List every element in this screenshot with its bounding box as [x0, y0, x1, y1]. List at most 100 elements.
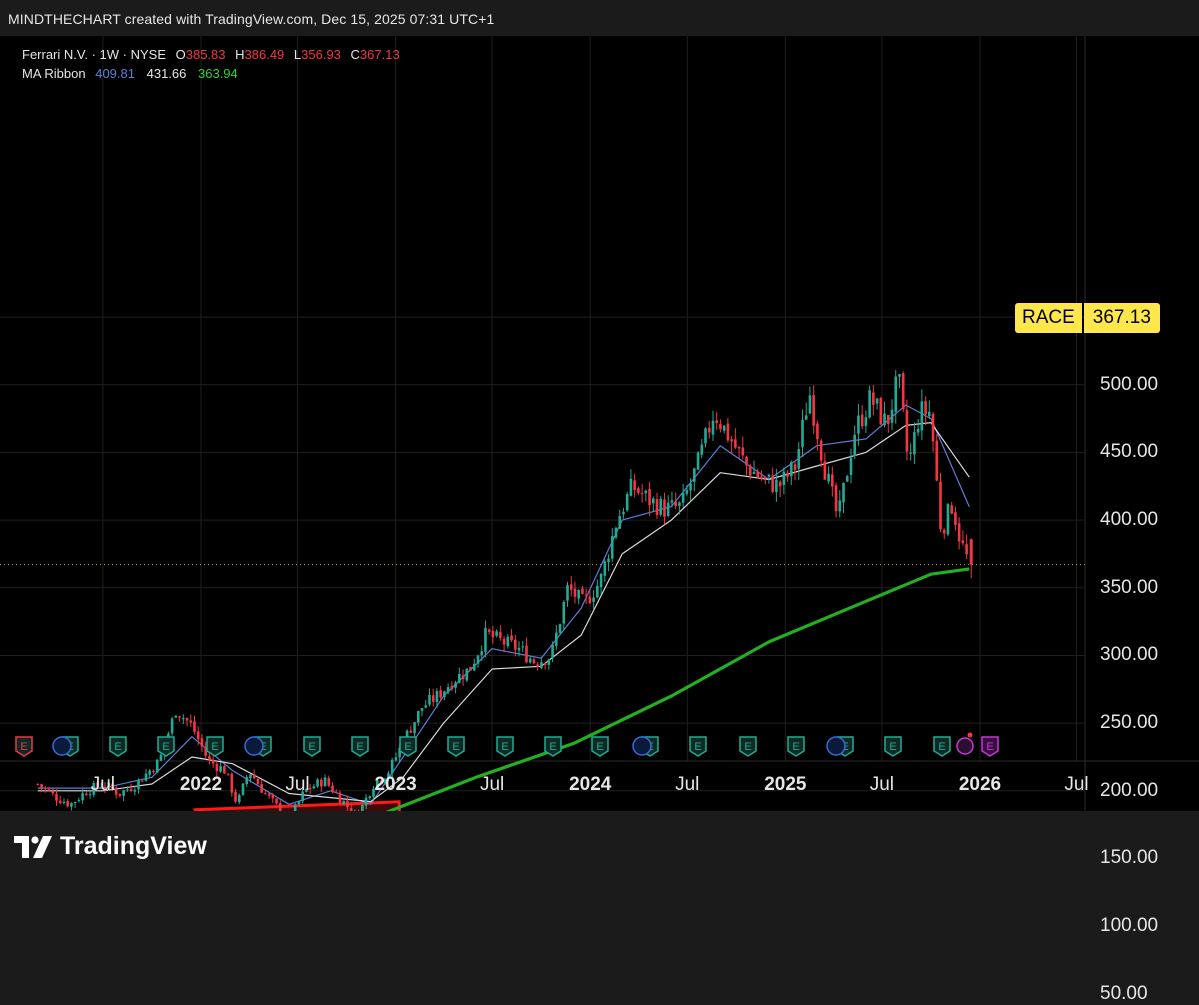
- candle-body: [219, 766, 222, 772]
- earnings-event-icon[interactable]: E: [981, 736, 999, 757]
- candle-body: [890, 409, 894, 423]
- candle-body: [409, 730, 413, 733]
- last-candle-body: [969, 539, 973, 565]
- candle-body: [36, 783, 40, 785]
- earnings-event-icon[interactable]: E: [591, 736, 609, 757]
- earnings-event-icon[interactable]: E: [303, 736, 321, 757]
- svg-text:E: E: [114, 741, 121, 753]
- candle-body: [491, 631, 495, 638]
- earnings-event-icon[interactable]: E: [787, 736, 805, 757]
- earnings-event-icon[interactable]: E: [206, 736, 224, 757]
- svg-text:E: E: [501, 741, 508, 753]
- candle-body: [786, 472, 789, 477]
- earnings-event-icon[interactable]: E: [544, 736, 562, 757]
- candle-body: [689, 483, 692, 491]
- candle-body: [368, 796, 372, 799]
- candle-body: [838, 500, 842, 512]
- x-tick-label: Jul: [479, 774, 505, 795]
- candle-body: [85, 793, 88, 796]
- candle-body: [797, 449, 801, 469]
- candle-body: [398, 747, 401, 758]
- candle-body: [361, 804, 364, 811]
- candle-body: [860, 414, 864, 427]
- candle-body: [521, 646, 525, 648]
- candle-body: [920, 401, 924, 431]
- candle-body: [252, 774, 256, 779]
- candle-body: [454, 682, 457, 688]
- ma-ribbon-label[interactable]: MA Ribbon: [22, 66, 86, 81]
- price-tag-value: 367.13: [1083, 303, 1160, 333]
- candle-body: [96, 782, 99, 787]
- candle-body: [898, 374, 901, 377]
- candle-body: [159, 754, 163, 761]
- chart-panel[interactable]: EEEEEEEEEEEEEEEEEEEEE Ferrari N.V. · 1W …: [0, 36, 1199, 1004]
- candle-body: [241, 783, 245, 795]
- ma-mid-value: 431.66: [146, 66, 187, 81]
- low-value: 356.93: [301, 47, 341, 62]
- candle-body: [745, 456, 748, 466]
- earnings-event-icon[interactable]: E: [447, 736, 465, 757]
- x-tick-label: Jul: [285, 774, 310, 795]
- candle-body: [495, 631, 498, 636]
- earnings-event-icon[interactable]: E: [933, 736, 951, 757]
- ma-ribbon-legend: MA Ribbon 409.81 431.66 363.94: [22, 66, 238, 81]
- candle-body: [760, 476, 763, 479]
- candle-body: [174, 715, 178, 718]
- earnings-event-icon[interactable]: E: [15, 736, 33, 757]
- svg-text:E: E: [596, 741, 603, 753]
- y-tick-label: 250.00: [1100, 712, 1159, 734]
- candle-body: [133, 789, 137, 792]
- earnings-event-icon[interactable]: E: [351, 736, 369, 757]
- candle-body: [122, 790, 125, 796]
- candle-body: [693, 468, 696, 482]
- x-tick-label: 2023: [374, 774, 417, 795]
- y-tick-label: 100.00: [1100, 915, 1159, 937]
- notification-dot: [967, 732, 973, 738]
- candle-body: [346, 800, 349, 808]
- candle-body: [812, 395, 815, 426]
- y-tick-label: 450.00: [1100, 441, 1159, 463]
- candle-body: [170, 718, 174, 734]
- candle-body: [864, 417, 868, 426]
- candle-body: [338, 792, 342, 804]
- candle-body: [581, 588, 584, 594]
- candle-body: [629, 478, 633, 496]
- symbol-legend: Ferrari N.V. · 1W · NYSE O385.83 H386.49…: [22, 47, 400, 62]
- candle-body: [305, 788, 308, 792]
- candle-body: [603, 561, 607, 576]
- tradingview-logo[interactable]: TradingView: [14, 832, 207, 861]
- candle-body: [674, 501, 677, 507]
- earnings-event-icon[interactable]: E: [884, 736, 902, 757]
- x-tick-label: 2026: [958, 774, 1002, 795]
- earnings-event-icon[interactable]: E: [399, 736, 417, 757]
- earnings-event-icon[interactable]: E: [689, 736, 707, 757]
- symbol-title[interactable]: Ferrari N.V. · 1W · NYSE: [22, 47, 166, 62]
- candle-body: [193, 721, 196, 732]
- svg-text:E: E: [986, 741, 993, 753]
- x-tick-label: Jul: [90, 774, 116, 795]
- price-chart[interactable]: EEEEEEEEEEEEEEEEEEEEE: [0, 36, 1199, 811]
- candle-body: [446, 687, 450, 693]
- candle-body: [819, 440, 823, 461]
- candle-body: [349, 808, 353, 811]
- candle-body: [450, 685, 454, 690]
- earnings-event-icon[interactable]: E: [739, 736, 757, 757]
- earnings-event-icon[interactable]: E: [157, 736, 175, 757]
- candle-body: [748, 466, 752, 476]
- open-key: O: [175, 47, 186, 62]
- candle-body: [271, 794, 275, 799]
- candle-body: [77, 800, 81, 802]
- earnings-event-icon[interactable]: E: [109, 736, 127, 757]
- candle-body: [417, 710, 420, 723]
- candle-body: [316, 779, 319, 787]
- candle-body: [47, 789, 51, 791]
- split-event-icon: [956, 737, 974, 755]
- candle-body: [857, 415, 860, 434]
- candle-body: [308, 787, 312, 790]
- candle-body: [562, 601, 566, 624]
- candle-body: [424, 705, 428, 708]
- candle-body: [707, 427, 711, 433]
- candle-body: [301, 791, 304, 801]
- earnings-event-icon[interactable]: E: [496, 736, 514, 757]
- candle-body: [782, 471, 786, 486]
